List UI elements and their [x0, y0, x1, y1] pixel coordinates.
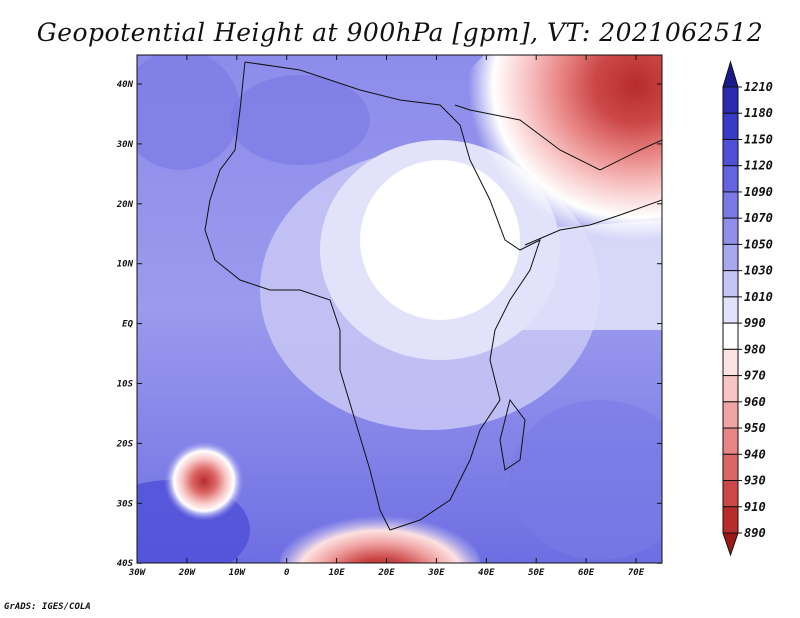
colorbar-label: 1090 — [744, 185, 773, 199]
x-tick-label: 10W — [229, 568, 247, 578]
colorbar-label: 1070 — [744, 211, 773, 225]
colorbar-label: 990 — [744, 316, 766, 330]
colorbar-box — [722, 86, 739, 114]
x-tick-label: 70E — [628, 568, 645, 578]
y-tick-label: 20S — [116, 439, 134, 449]
colorbar-box — [722, 217, 739, 245]
y-tick-label: 30N — [116, 140, 134, 150]
colorbar-label: 940 — [744, 447, 766, 461]
colorbar-label: 960 — [744, 395, 766, 409]
colorbar-box — [722, 480, 739, 508]
colorbar-box — [722, 401, 739, 429]
colorbar-label: 910 — [744, 500, 766, 514]
colorbar-box — [722, 138, 739, 167]
colorbar-box — [722, 191, 739, 219]
colorbar-label: 890 — [744, 526, 766, 540]
x-tick-label: 20E — [377, 568, 395, 578]
colorbar-bottom-triangle — [722, 532, 739, 557]
y-tick-label: 10S — [117, 380, 134, 390]
colorbar-box — [722, 348, 739, 377]
colorbar-label: 970 — [744, 369, 766, 383]
colorbar-label: 1010 — [744, 290, 773, 304]
plot-frame — [136, 54, 663, 564]
colorbar-label: 950 — [744, 421, 766, 435]
coastlines — [204, 61, 662, 531]
x-tick-label: 30W — [128, 568, 147, 578]
colorbar-box — [722, 427, 739, 455]
colorbar: 1210 1180 1150 1120 1090 1070 1050 1030 1010 990 9… — [722, 60, 773, 557]
colorbar-label: 1210 — [744, 80, 773, 94]
colorbar-label: 1030 — [744, 264, 773, 278]
colorbar-box — [722, 322, 739, 350]
y-tick-label: 40N — [117, 80, 134, 90]
x-tick-label: 60E — [578, 568, 595, 578]
colorbar-box — [722, 270, 739, 298]
colorbar-label: 1120 — [744, 159, 773, 173]
y-tick-label: 40S — [117, 559, 134, 569]
colorbar-box — [722, 112, 739, 140]
colorbar-label: 1050 — [744, 237, 773, 251]
height-field — [137, 55, 662, 563]
x-tick-label: 20W — [178, 568, 197, 578]
y-tick-label: 10N — [117, 260, 134, 270]
colorbar-label: 930 — [744, 474, 766, 488]
colorbar-box — [722, 165, 739, 193]
y-tick-label: 30S — [116, 499, 134, 509]
x-axis-ticks: 30W 20W 10W 0 10E 20E 30E 40E 50E 60E 70E — [128, 55, 645, 578]
colorbar-label: 1180 — [744, 106, 773, 120]
x-tick-label: 30E — [427, 568, 445, 578]
colorbar-box — [722, 453, 739, 482]
map-title: Geopotential Height at 900hPa [gpm], VT:… — [36, 18, 764, 47]
x-tick-label: 50E — [528, 568, 545, 578]
y-tick-label: 20N — [116, 200, 134, 210]
colorbar-box — [722, 243, 739, 272]
x-tick-label: 10E — [328, 568, 345, 578]
colorbar-box — [722, 296, 739, 324]
colorbar-top-triangle — [722, 60, 739, 88]
credit-text: GrADS: IGES/COLA — [4, 602, 91, 612]
colorbar-label: 980 — [744, 342, 766, 356]
y-tick-label: EQ — [122, 320, 133, 330]
colorbar-box — [722, 506, 739, 534]
colorbar-label: 1150 — [744, 132, 773, 146]
colorbar-box — [722, 375, 739, 403]
x-tick-label: 0 — [284, 568, 290, 578]
x-tick-label: 40E — [478, 568, 495, 578]
y-axis-ticks: 40N 30N 20N 10N EQ 10S 20S 30S 40S — [116, 80, 662, 569]
